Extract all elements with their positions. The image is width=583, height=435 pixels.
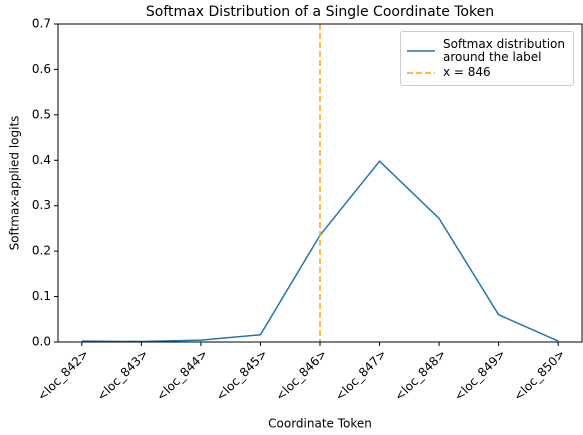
y-tick-label: 0.3 <box>32 198 51 212</box>
y-tick-label: 0.1 <box>32 289 51 303</box>
x-tick-label: <loc_844> <box>154 347 211 404</box>
x-tick-label: <loc_849> <box>451 347 508 404</box>
x-tick-label: <loc_843> <box>94 347 151 404</box>
y-tick-label: 0.4 <box>32 153 51 167</box>
legend-label: Softmax distribution around the label <box>442 37 565 64</box>
legend-swatch <box>406 50 435 52</box>
plot-frame <box>57 23 583 343</box>
x-tick-label: <loc_848> <box>392 347 449 404</box>
y-tick-label: 0.7 <box>32 17 51 31</box>
x-tick-label: <loc_846> <box>273 347 330 404</box>
y-tick-label: 0.5 <box>32 107 51 121</box>
y-axis-label: Softmax-applied logits <box>8 116 22 251</box>
chart-title: Softmax Distribution of a Single Coordin… <box>146 4 494 20</box>
legend-entry: Softmax distribution around the label <box>406 37 565 64</box>
y-tick-label: 0.6 <box>32 62 51 76</box>
x-tick-label: <loc_845> <box>213 347 270 404</box>
x-axis-label: Coordinate Token <box>268 417 372 431</box>
x-tick-label: <loc_850> <box>511 347 568 404</box>
y-tick-label: 0.2 <box>32 244 51 258</box>
y-tick-label: 0.0 <box>32 335 51 349</box>
legend: Softmax distribution around the label x =… <box>399 31 574 86</box>
x-tick-label: <loc_842> <box>35 347 92 404</box>
legend-label: x = 846 <box>442 65 491 79</box>
legend-swatch <box>406 71 435 74</box>
x-tick-label: <loc_847> <box>332 347 389 404</box>
legend-entry: x = 846 <box>406 65 565 79</box>
